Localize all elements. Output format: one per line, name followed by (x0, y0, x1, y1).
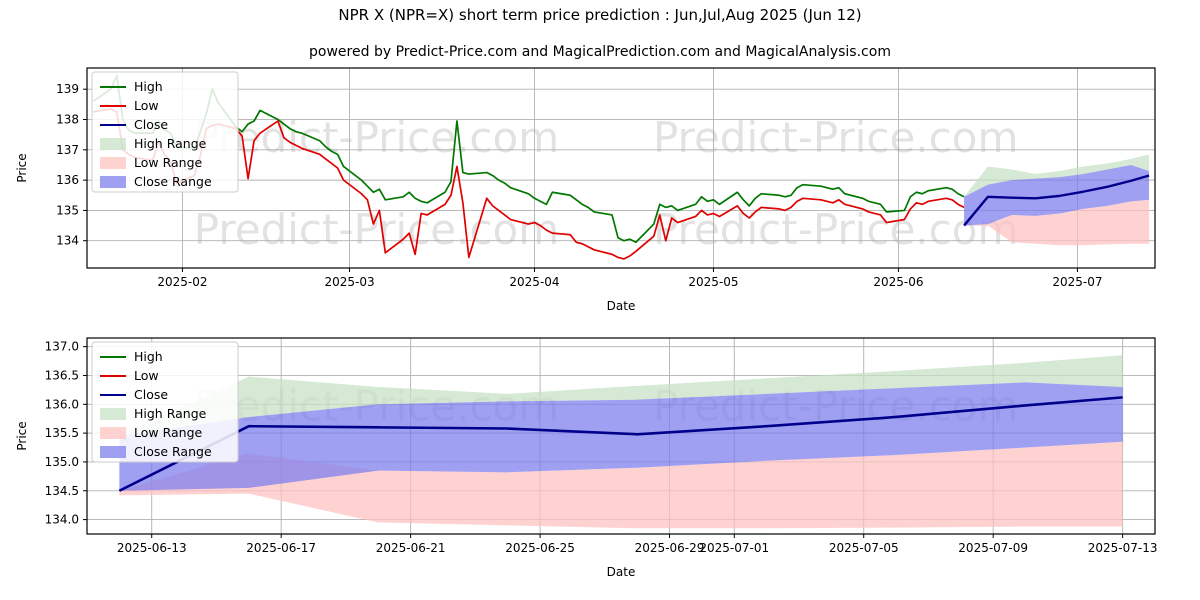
legend-item-label: Low (134, 368, 159, 383)
legend-item-label: High Range (134, 136, 207, 151)
legend-item-label: High Range (134, 406, 207, 421)
y-tick-label: 138 (56, 113, 79, 127)
legend-item-label: Low (134, 98, 159, 113)
legend-item-label: Close Range (134, 174, 212, 189)
low-line (92, 108, 965, 260)
x-tick-label: 2025-07-09 (958, 541, 1028, 555)
forecast-detail-legend: High Low Close High Range Low Range Close Ran… (91, 341, 239, 463)
y-tick-label: 135 (56, 203, 79, 217)
x-tick-label: 2025-06-21 (376, 541, 446, 555)
x-tick-label: 2025-06-29 (635, 541, 705, 555)
x-tick-label: 2025-07-01 (699, 541, 769, 555)
x-axis-label: Date (607, 565, 636, 579)
overview-chart: Predict-Price.com Predict-Price.com Predic… (15, 67, 1156, 313)
y-tick-label: 134.0 (45, 513, 79, 527)
y-tick-label: 134 (56, 234, 79, 248)
high-line (92, 74, 965, 244)
legend-item-label: Close (134, 117, 168, 132)
legend-band-swatch (100, 408, 126, 420)
legend-item-label: Close Range (134, 444, 212, 459)
y-axis-label: Price (15, 153, 29, 182)
close-line (118, 396, 1123, 492)
y-tick-label: 136.0 (45, 397, 79, 411)
y-axis-label: Price (15, 421, 29, 450)
overview-grid: 134 135 136 137 138 139 2025-02 2025-03 2025-04 2… (56, 68, 1155, 289)
page-title: NPR X (NPR=X) short term price predictio… (338, 6, 862, 24)
close-range-band (119, 382, 1123, 491)
forecast-detail-plot-frame (86, 337, 1156, 535)
legend-item-label: High (134, 349, 163, 364)
y-tick-label: 135.0 (45, 455, 79, 469)
y-tick-label: 139 (56, 82, 79, 96)
watermark-text: Predict-Price.com (194, 205, 559, 254)
low-range-band (964, 199, 1150, 246)
low-range-band (119, 441, 1123, 529)
overview-plot-background (87, 68, 1155, 268)
x-tick-label: 2025-04 (509, 275, 559, 289)
close-line (963, 174, 1150, 227)
y-tick-label: 137 (56, 143, 79, 157)
legend-item-label: Low Range (134, 425, 203, 440)
y-tick-label: 135.5 (45, 426, 79, 440)
legend-item-label: Close (134, 387, 168, 402)
x-tick-label: 2025-06-17 (246, 541, 316, 555)
x-tick-label: 2025-07 (1052, 275, 1102, 289)
overview-plot-frame (86, 67, 1156, 269)
legend-box (91, 341, 239, 463)
overview-legend: High Low Close High Range Low Range Close Ran… (91, 71, 239, 193)
x-tick-label: 2025-06-25 (505, 541, 575, 555)
watermark-text: Predict-Price.com (653, 205, 1018, 254)
legend-box (91, 71, 239, 193)
x-tick-label: 2025-02 (157, 275, 207, 289)
legend-item-label: High (134, 79, 163, 94)
watermark-text: Predict-Price.com (653, 113, 1018, 162)
high-range-band (119, 355, 1123, 436)
x-tick-label: 2025-07-05 (829, 541, 899, 555)
x-tick-label: 2025-05 (688, 275, 738, 289)
y-tick-label: 134.5 (45, 484, 79, 498)
y-tick-label: 136 (56, 173, 79, 187)
legend-band-swatch (100, 446, 126, 458)
legend-band-swatch (100, 427, 126, 439)
x-tick-label: 2025-07-13 (1088, 541, 1158, 555)
x-tick-label: 2025-03 (324, 275, 374, 289)
page-subtitle: powered by Predict-Price.com and Magical… (309, 44, 891, 60)
legend-band-swatch (100, 157, 126, 169)
forecast-detail-chart: Predict-Price.comPredict-Price.com134.01… (15, 337, 1158, 579)
legend-band-swatch (100, 176, 126, 188)
legend-band-swatch (100, 138, 126, 150)
y-tick-label: 136.5 (45, 368, 79, 382)
high-range-band (964, 154, 1150, 197)
watermark-text: Predict-Price.com (194, 113, 559, 162)
x-tick-label: 2025-06-13 (117, 541, 187, 555)
x-axis-label: Date (607, 299, 636, 313)
y-tick-label: 137.0 (45, 340, 79, 354)
legend-item-label: Low Range (134, 155, 203, 170)
x-tick-label: 2025-06 (873, 275, 923, 289)
